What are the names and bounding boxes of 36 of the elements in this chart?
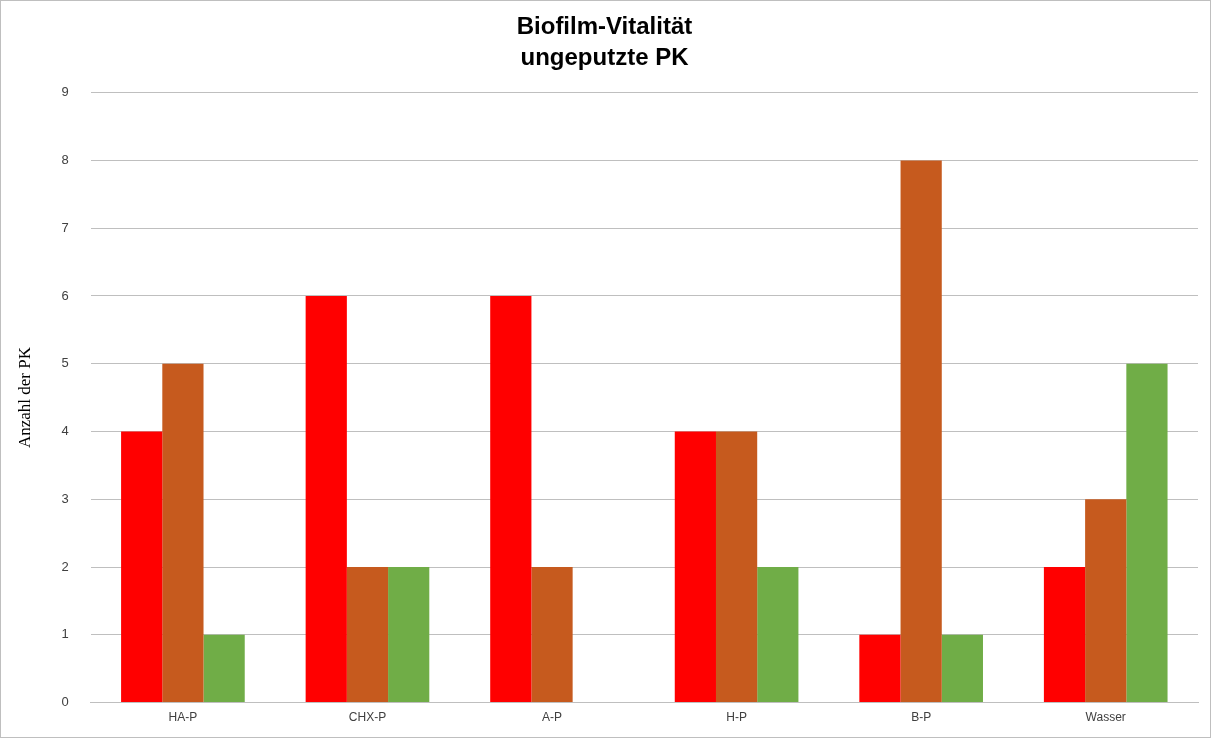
bar	[346, 567, 389, 703]
bar	[1043, 567, 1086, 703]
y-tick-label: 3	[61, 490, 69, 506]
y-tick-label: 0	[61, 694, 69, 710]
bar	[900, 160, 942, 703]
bar	[121, 431, 163, 703]
bar	[674, 431, 716, 703]
y-axis-title: Anzahl der PK	[14, 346, 34, 449]
y-tick-label: 4	[61, 423, 69, 439]
bar	[490, 295, 532, 703]
bar	[1085, 499, 1127, 703]
x-tick-label: CHX-P	[348, 710, 387, 725]
y-tick-label: 9	[61, 84, 69, 100]
bar	[531, 567, 573, 703]
bar	[203, 634, 245, 703]
chart-subtitle: ungeputzte PK	[520, 42, 690, 70]
y-tick-label: 5	[61, 355, 69, 371]
bar	[162, 363, 204, 703]
y-tick-label: 8	[61, 151, 69, 167]
x-tick-label: B-P	[911, 710, 932, 725]
x-tick-label: A-P	[542, 710, 563, 725]
chart-title: Biofilm-Vitalität	[516, 12, 693, 40]
y-tick-label: 1	[61, 626, 69, 642]
bar	[305, 295, 347, 703]
bar	[388, 567, 430, 703]
y-tick-label: 7	[61, 219, 69, 235]
bar	[941, 634, 983, 703]
x-tick-label: H-P	[726, 710, 747, 725]
y-tick-label: 6	[61, 287, 69, 303]
bar	[757, 567, 799, 703]
bar	[715, 431, 758, 703]
x-tick-label: HA-P	[168, 710, 198, 725]
x-tick-label: Wasser	[1085, 710, 1126, 725]
y-tick-label: 2	[61, 558, 69, 574]
bar	[1126, 363, 1168, 703]
bar	[859, 634, 901, 703]
